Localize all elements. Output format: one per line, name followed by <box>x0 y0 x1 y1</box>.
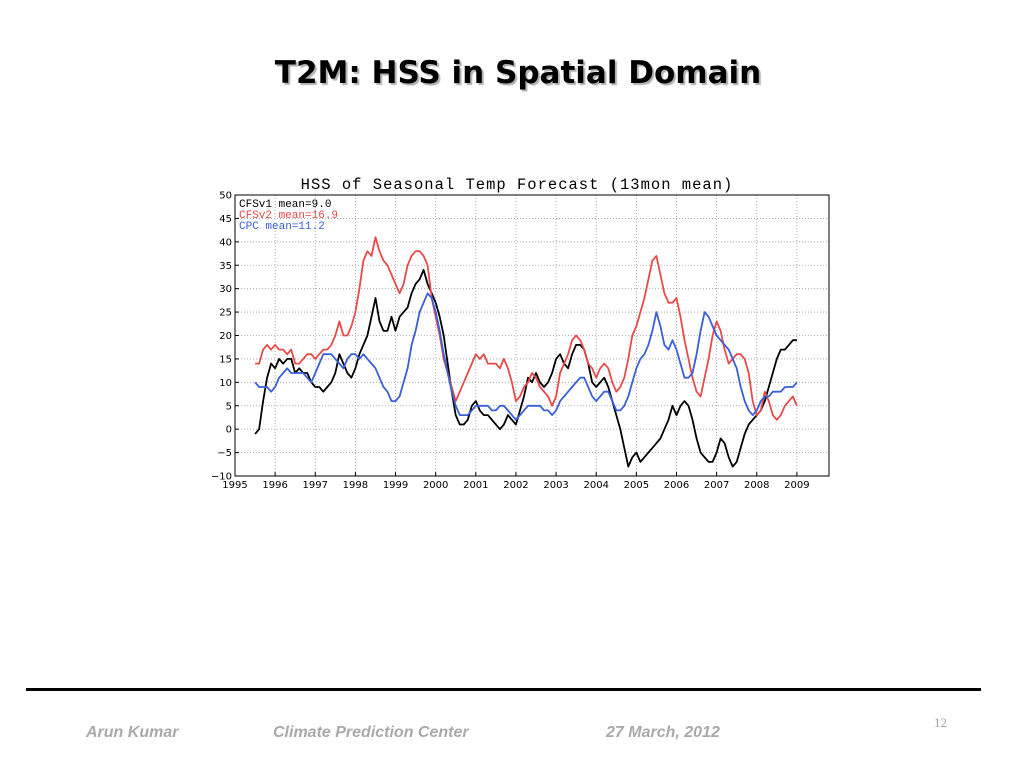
chart-svg: HSS of Seasonal Temp Forecast (13mon mea… <box>211 176 830 491</box>
y-tick-label: 50 <box>219 191 232 202</box>
slide-title: T2M: HSS in Spatial Domain <box>274 55 762 91</box>
y-tick-label: 5 <box>226 401 232 412</box>
y-tick-label: 30 <box>219 284 232 295</box>
footer-date: 27 March, 2012 <box>606 724 720 741</box>
x-tick-label: 2007 <box>704 480 729 491</box>
x-tick-label: 1996 <box>262 480 287 491</box>
x-tick-label: 2002 <box>503 480 528 491</box>
footer-rule <box>26 688 981 691</box>
x-tick-label: 1998 <box>343 480 368 491</box>
hss-chart: HSS of Seasonal Temp Forecast (13mon mea… <box>175 170 835 495</box>
series-line-cpc <box>254 292 798 421</box>
x-tick-labels: 1995 1996 1997 1998 1999 2000 2001 2002 2003 2004… <box>222 472 810 491</box>
footer-author: Arun Kumar <box>86 724 179 741</box>
y-tick-label: 10 <box>219 378 232 389</box>
chart-series <box>254 236 798 468</box>
x-tick-label: 2004 <box>583 480 608 491</box>
x-tick-label: 2006 <box>664 480 689 491</box>
x-tick-label: 2005 <box>624 480 649 491</box>
y-tick-label: −10 <box>211 472 232 483</box>
x-tick-label: 2003 <box>543 480 568 491</box>
x-tick-label: 1997 <box>303 480 328 491</box>
page-number: 12 <box>934 715 947 730</box>
y-tick-label: 45 <box>219 214 232 225</box>
series-line-cfsv2 <box>255 236 798 421</box>
x-tick-label: 1995 <box>222 480 247 491</box>
chart-title: HSS of Seasonal Temp Forecast (13mon mea… <box>301 176 734 194</box>
x-tick-label: 2000 <box>423 480 448 491</box>
y-tick-label: 0 <box>226 425 232 436</box>
x-tick-label: 2001 <box>463 480 488 491</box>
y-tick-label: −5 <box>217 448 232 459</box>
x-tick-label: 2008 <box>744 480 769 491</box>
x-tick-label: 1999 <box>383 480 408 491</box>
footer-organization: Climate Prediction Center <box>273 724 469 741</box>
chart-grid <box>235 195 829 476</box>
legend-entry-cfsv1: CFSv1 mean=9.0 <box>239 199 331 211</box>
series-line-cfsv1 <box>254 269 797 468</box>
y-tick-label: 25 <box>219 308 232 319</box>
y-tick-label: 20 <box>219 331 232 342</box>
y-tick-label: 15 <box>219 354 232 365</box>
y-tick-label: 35 <box>219 261 232 272</box>
y-tick-label: 40 <box>219 237 232 248</box>
x-tick-label: 2009 <box>784 480 809 491</box>
legend-entry-cpc: CPC mean=11.2 <box>239 221 325 233</box>
legend-entry-cfsv2: CFSv2 mean=16.9 <box>239 210 338 222</box>
